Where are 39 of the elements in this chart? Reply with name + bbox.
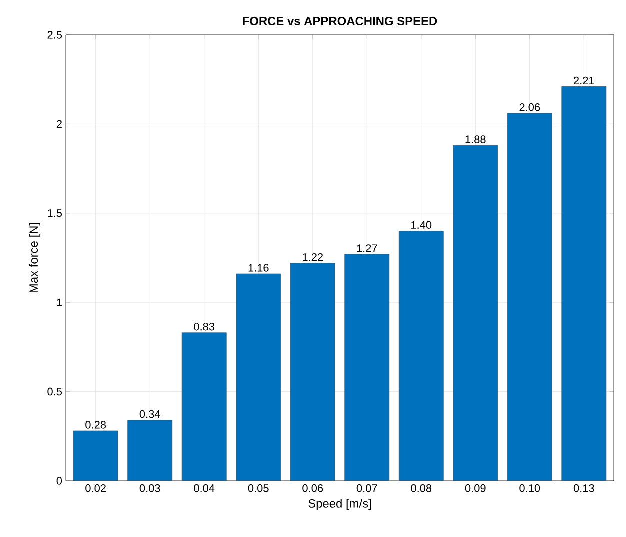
x-tick-label: 0.06 — [302, 484, 324, 492]
y-axis-title: Max force [N] — [29, 223, 40, 293]
bar — [128, 420, 173, 482]
x-tick-label: 0.03 — [140, 484, 160, 492]
y-tick-label: 0.5 — [48, 388, 62, 396]
data-label: 0.34 — [140, 410, 160, 418]
x-tick-label: 0.10 — [520, 484, 540, 492]
bar — [398, 231, 444, 482]
data-label: 1.88 — [466, 136, 486, 144]
bar — [73, 430, 118, 482]
y-tick-label: 0 — [56, 477, 62, 485]
data-label: 2.21 — [574, 76, 594, 85]
bar — [453, 145, 498, 482]
bar — [562, 86, 607, 482]
data-label: 0.83 — [194, 322, 215, 331]
x-tick-label: 0.09 — [465, 484, 486, 492]
data-label: 1.40 — [412, 221, 432, 230]
y-tick-label: 2 — [56, 120, 62, 128]
x-tick-label: 0.13 — [574, 484, 594, 492]
x-tick-label: 0.04 — [194, 484, 215, 492]
x-tick-label: 0.05 — [248, 484, 269, 492]
data-label: 0.28 — [86, 421, 106, 429]
chart-title: FORCE vs APPROACHING SPEED — [243, 17, 438, 26]
bar — [344, 254, 390, 482]
y-tick-label: 2.5 — [48, 31, 62, 39]
y-tick-label: 1.5 — [48, 210, 62, 218]
data-label: 1.16 — [248, 264, 269, 272]
x-tick-label: 0.08 — [411, 484, 432, 492]
bar — [290, 263, 336, 482]
data-label: 1.27 — [357, 244, 378, 252]
x-axis-title: Speed [m/s] — [308, 499, 372, 510]
x-tick-label: 0.07 — [356, 484, 378, 492]
bar — [507, 113, 552, 482]
data-label: 1.22 — [303, 254, 323, 262]
bar — [182, 332, 227, 482]
y-tick-label: 1 — [57, 298, 62, 306]
bar — [236, 274, 282, 482]
data-label: 2.06 — [520, 104, 540, 112]
x-tick-label: 0.02 — [86, 484, 106, 492]
